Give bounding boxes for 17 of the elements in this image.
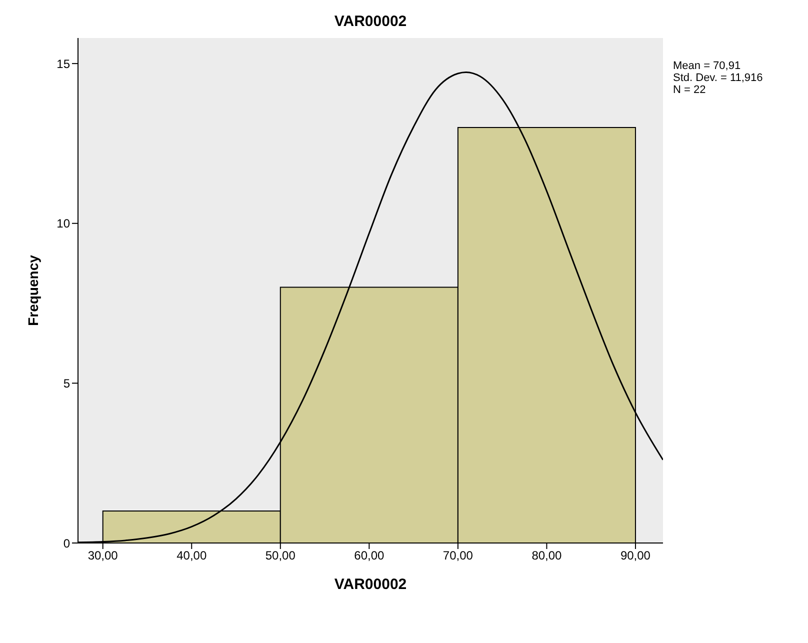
y-tick-label: 5 <box>63 376 70 390</box>
chart-title: VAR00002 <box>334 13 407 30</box>
text: Std. Dev. = 11,916 <box>673 72 763 84</box>
text: Mean = 70,91 <box>673 60 742 72</box>
y-tick-label: 15 <box>56 56 70 71</box>
x-tick-label: 90,00 <box>620 548 651 563</box>
y-axis-title: Frequency <box>24 254 41 326</box>
x-tick-label: 70,00 <box>442 548 474 563</box>
x-tick-label: 30,00 <box>88 548 118 563</box>
y-tick-label: 0 <box>63 536 70 550</box>
text: N = 22 <box>673 84 707 96</box>
x-tick-label: 60,00 <box>354 548 385 563</box>
x-tick-label: 50,00 <box>265 548 296 563</box>
x-tick-label: 80,00 <box>532 548 562 563</box>
x-axis-title: VAR00002 <box>334 576 407 593</box>
x-tick-label: 40,00 <box>176 548 207 563</box>
y-tick-label: 10 <box>56 216 70 231</box>
